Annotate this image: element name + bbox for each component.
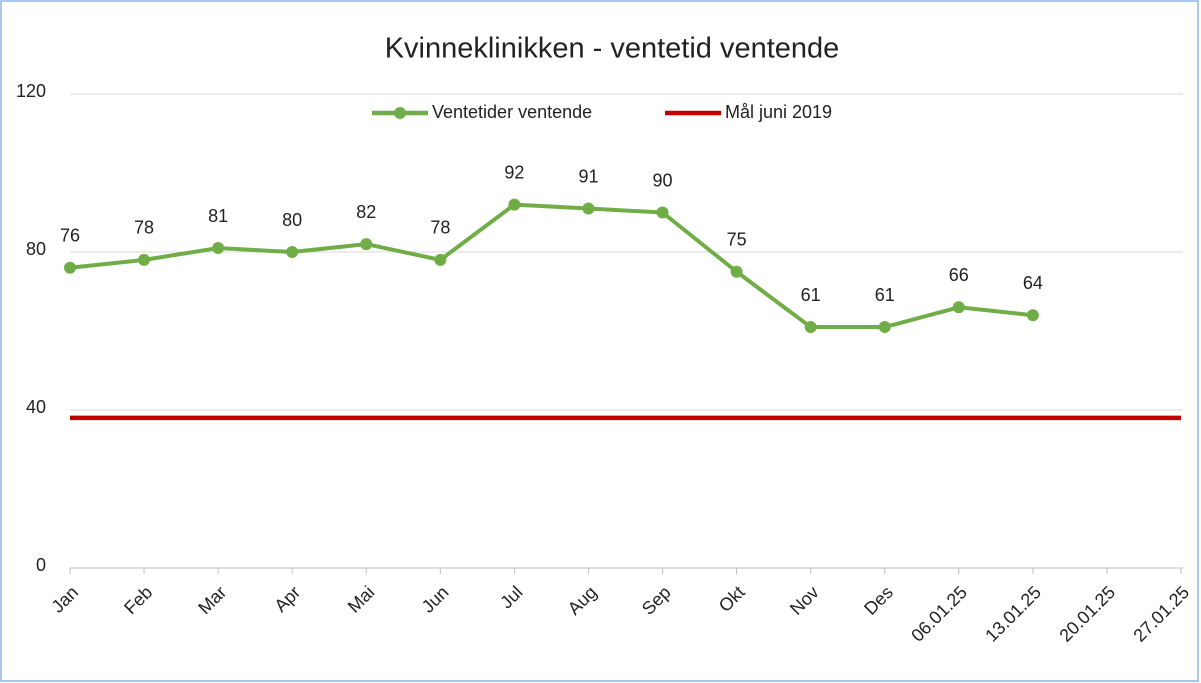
marker xyxy=(508,198,521,211)
series-line xyxy=(69,202,1034,330)
y-tick-label: 40 xyxy=(26,397,46,417)
chart-title: Kvinneklinikken - ventetid ventende xyxy=(385,33,840,65)
data-label: 80 xyxy=(282,210,302,230)
data-label: 81 xyxy=(208,206,228,226)
marker xyxy=(582,202,595,215)
marker xyxy=(656,206,669,219)
marker xyxy=(1026,309,1039,322)
data-label: 78 xyxy=(430,218,450,238)
marker xyxy=(434,253,447,266)
y-tick-label: 120 xyxy=(16,81,46,101)
data-label: 92 xyxy=(504,162,524,182)
legend-marker xyxy=(394,107,406,119)
legend-label: Mål juni 2019 xyxy=(725,102,832,122)
marker xyxy=(730,265,743,278)
data-label: 78 xyxy=(134,218,154,238)
marker xyxy=(360,238,373,251)
y-tick-label: 80 xyxy=(26,239,46,259)
data-label: 64 xyxy=(1023,273,1043,293)
data-label: 90 xyxy=(653,170,673,190)
marker xyxy=(878,321,891,334)
data-label: 75 xyxy=(727,230,747,250)
marker xyxy=(212,242,225,255)
data-label: 66 xyxy=(949,265,969,285)
data-label: 61 xyxy=(801,285,821,305)
marker xyxy=(286,246,299,258)
marker xyxy=(952,301,965,314)
data-label: 76 xyxy=(60,226,80,246)
data-label: 82 xyxy=(356,202,376,222)
marker xyxy=(138,253,151,266)
data-label: 91 xyxy=(578,166,598,186)
marker xyxy=(64,261,76,274)
data-label: 61 xyxy=(875,285,895,305)
marker xyxy=(804,321,817,334)
legend-label: Ventetider ventende xyxy=(432,102,592,122)
y-tick-label: 0 xyxy=(36,555,46,575)
